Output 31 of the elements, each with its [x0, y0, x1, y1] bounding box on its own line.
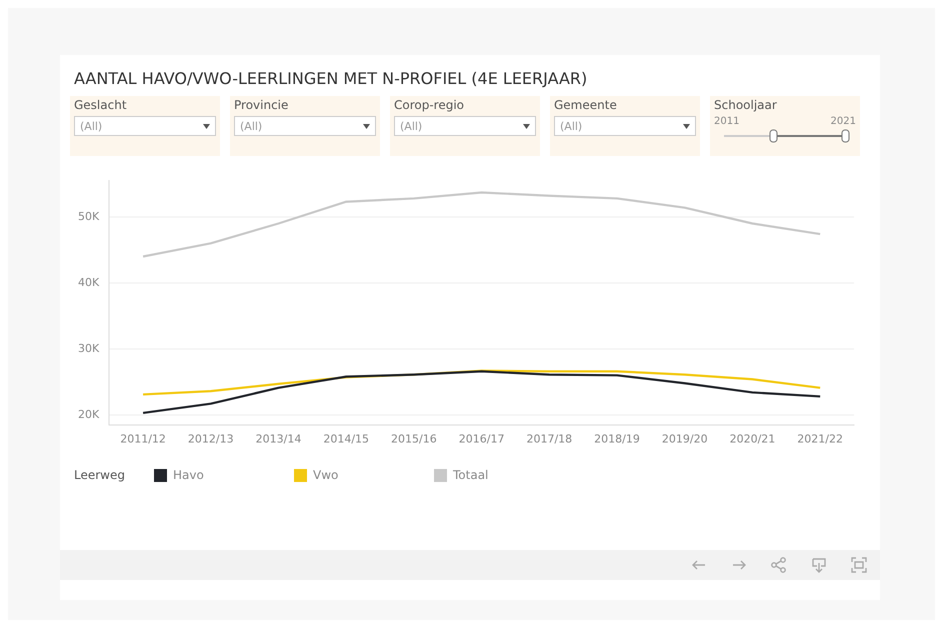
y-tick-label: 20K	[78, 408, 100, 421]
x-tick-label: 2011/12	[120, 432, 166, 446]
text: (All)	[80, 120, 102, 132]
text: 2011	[714, 116, 740, 127]
y-tick-label: 40K	[78, 276, 100, 289]
x-tick-label: 2020/21	[730, 432, 776, 446]
x-tick-label: 2021/22	[797, 432, 843, 446]
text: Gemeente	[554, 98, 618, 112]
x-tick-label: 2016/17	[458, 432, 504, 446]
text: (All)	[560, 120, 582, 132]
text: Provincie	[234, 98, 290, 112]
x-tick-label: 2012/13	[188, 432, 234, 446]
legend-label: Vwo	[313, 468, 338, 482]
legend-label: Havo	[173, 468, 204, 482]
x-tick-label: 2018/19	[594, 432, 640, 446]
chart-title: AANTAL HAVO/VWO-LEERLINGEN MET N-PROFIEL (4E LEERJAAR)	[73, 68, 588, 90]
y-tick-label: 30K	[78, 342, 100, 355]
x-tick-label: 2019/20	[662, 432, 708, 446]
y-tick-label: 50K	[78, 210, 100, 223]
text: (All)	[240, 120, 262, 132]
text: (All)	[400, 120, 422, 132]
text: Corop-regio	[394, 98, 466, 112]
legend-label: Totaal	[453, 468, 488, 482]
legend-title: Leerweg	[74, 468, 126, 482]
x-tick-label: 2015/16	[391, 432, 437, 446]
text: Geslacht	[74, 98, 128, 112]
x-tick-label: 2014/15	[323, 432, 370, 446]
x-tick-label: 2013/14	[256, 432, 302, 446]
x-tick-label: 2017/18	[526, 432, 572, 446]
text: 2021	[830, 116, 856, 127]
text: Schooljaar	[714, 98, 778, 112]
